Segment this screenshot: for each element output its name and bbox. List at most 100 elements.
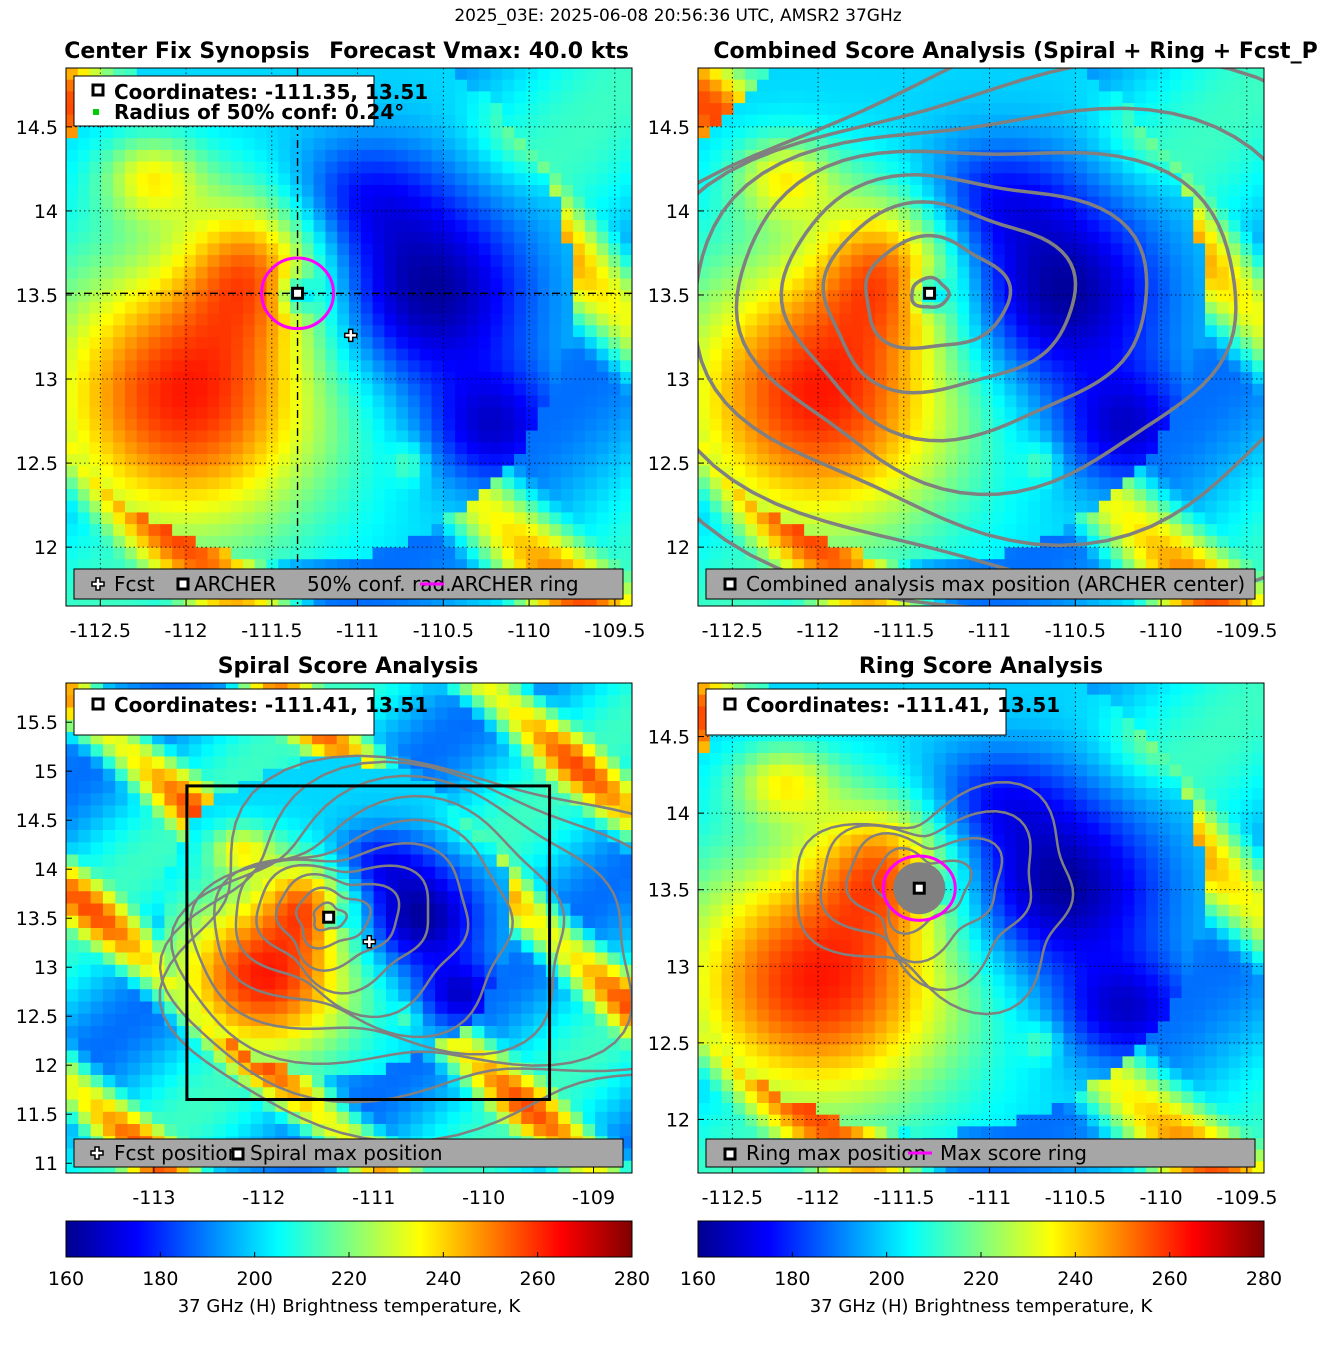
field-cell — [1098, 547, 1112, 560]
field-cell — [250, 756, 264, 770]
field-cell — [502, 524, 515, 537]
field-cell — [1146, 430, 1159, 443]
field-cell — [584, 208, 598, 221]
field-cell — [922, 512, 935, 525]
field-cell — [419, 243, 433, 256]
field-cell — [1228, 547, 1242, 560]
field-cell — [1039, 79, 1053, 92]
field-cell — [148, 500, 161, 514]
field-cell — [1181, 231, 1194, 245]
field-cell — [89, 184, 102, 198]
field-cell — [195, 290, 209, 303]
field-cell — [1228, 231, 1242, 245]
field-cell — [490, 489, 503, 502]
field-cell — [969, 395, 982, 408]
field-cell — [804, 500, 817, 514]
field-cell — [207, 524, 220, 537]
field-cell — [1028, 395, 1041, 408]
field-cell — [584, 278, 598, 291]
field-cell — [435, 683, 449, 696]
field-cell — [407, 348, 421, 361]
field-cell — [207, 149, 220, 163]
legend-archer: ARCHER — [176, 572, 276, 596]
field-cell — [207, 220, 220, 233]
field-cell — [1039, 512, 1053, 525]
field-cell — [608, 68, 621, 81]
field-cell — [349, 768, 362, 782]
field-cell — [1228, 161, 1242, 174]
field-cell — [254, 547, 268, 560]
field-cell — [407, 126, 421, 139]
field-cell — [981, 220, 994, 233]
field-cell — [910, 313, 923, 326]
field-cell — [136, 325, 150, 338]
field-cell — [349, 149, 362, 163]
field-cell — [360, 266, 374, 280]
field-cell — [874, 161, 888, 174]
field-cell — [1004, 383, 1017, 397]
field-cell — [1169, 465, 1183, 478]
field-cell — [172, 149, 185, 163]
field-cell — [792, 196, 805, 209]
field-cell — [1146, 477, 1159, 490]
field-cell — [733, 348, 746, 361]
field-cell — [66, 196, 79, 209]
field-cell — [721, 266, 734, 280]
field-cell — [1146, 500, 1159, 514]
field-cell — [945, 278, 959, 291]
field-cell — [89, 337, 102, 350]
field-cell — [874, 407, 888, 420]
field-cell — [431, 243, 444, 256]
field-cell — [1216, 594, 1230, 606]
field-cell — [768, 489, 782, 502]
field-cell — [827, 231, 841, 245]
field-cell — [266, 559, 279, 572]
field-cell — [372, 418, 385, 432]
field-cell — [419, 161, 433, 174]
field-cell — [863, 231, 876, 245]
field-cell — [139, 744, 153, 758]
field-cell — [733, 68, 746, 81]
field-cell — [756, 103, 770, 116]
field-cell — [1252, 161, 1264, 174]
field-cell — [372, 407, 385, 420]
field-cell — [1122, 407, 1135, 420]
field-cell — [851, 91, 864, 104]
field-cell — [733, 489, 746, 502]
field-cell — [1228, 430, 1242, 443]
field-cell — [207, 383, 220, 397]
field-cell — [1039, 500, 1053, 514]
field-cell — [1205, 559, 1218, 572]
field-cell — [1004, 126, 1017, 139]
field-cell — [992, 512, 1006, 525]
field-cell — [608, 372, 621, 385]
field-cell — [922, 395, 935, 408]
field-cell — [66, 231, 79, 245]
field-cell — [496, 744, 510, 758]
field-cell — [113, 395, 126, 408]
field-cell — [349, 360, 362, 373]
field-cell — [1240, 184, 1253, 198]
field-cell — [1039, 547, 1053, 560]
field-cell — [1146, 442, 1159, 455]
field-cell — [207, 442, 220, 455]
field-cell — [698, 383, 711, 397]
field-cell — [537, 231, 551, 245]
field-cell — [1228, 372, 1242, 385]
field-cell — [537, 418, 551, 432]
field-cell — [384, 477, 397, 490]
field-cell — [1146, 535, 1159, 549]
field-cell — [1205, 255, 1218, 268]
field-cell — [514, 512, 527, 525]
field-cell — [1122, 114, 1135, 128]
field-cell — [466, 278, 480, 291]
field-cell — [792, 161, 805, 174]
field-cell — [113, 184, 126, 198]
field-cell — [1098, 184, 1112, 198]
field-cell — [478, 535, 492, 549]
field-cell — [1039, 114, 1053, 128]
field-cell — [301, 512, 315, 525]
field-cell — [1181, 290, 1194, 303]
field-cell — [839, 313, 852, 326]
field-cell — [443, 337, 456, 350]
